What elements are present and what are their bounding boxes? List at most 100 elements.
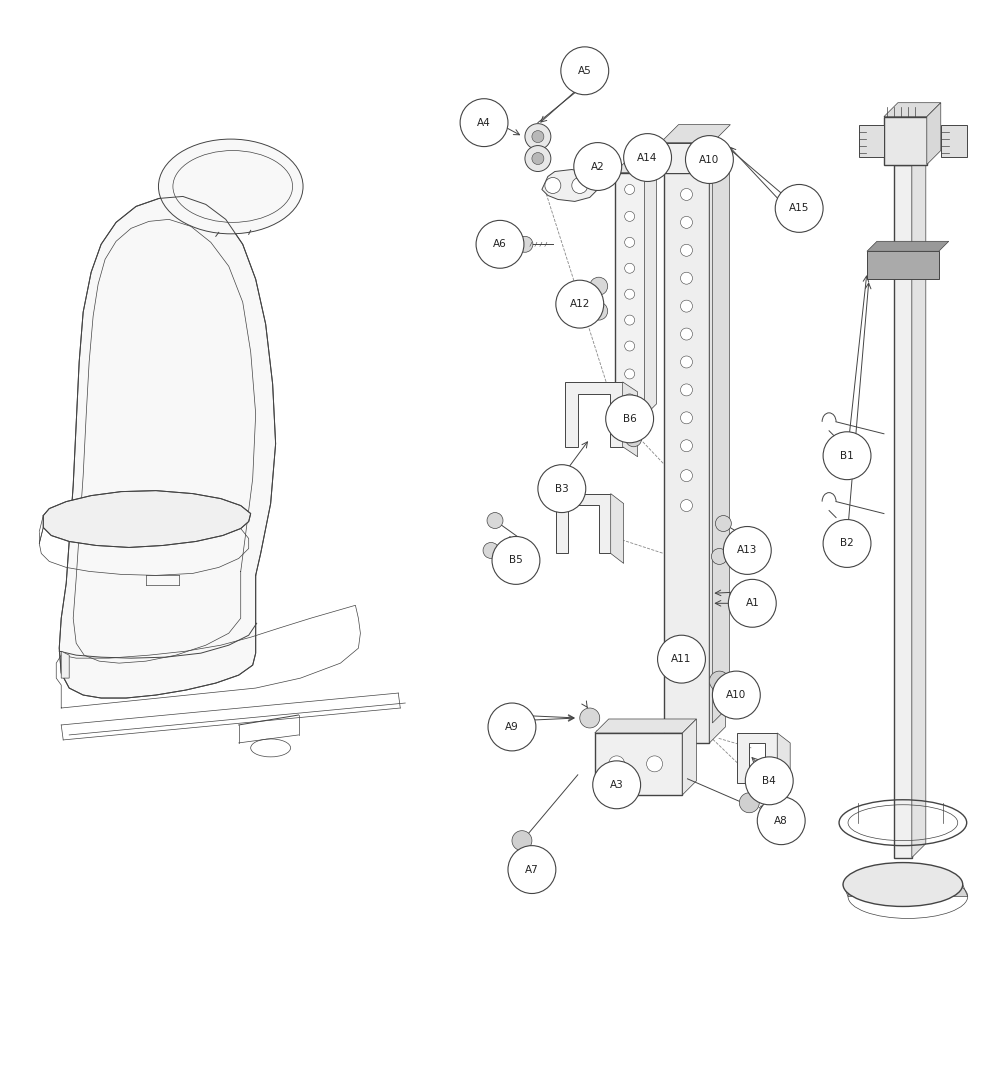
Polygon shape [712,156,729,723]
Circle shape [709,671,729,691]
Polygon shape [61,651,69,679]
Circle shape [590,302,608,320]
Circle shape [626,431,642,447]
Circle shape [492,537,540,585]
Polygon shape [927,102,941,164]
Circle shape [680,356,692,368]
Text: A15: A15 [789,204,809,213]
Polygon shape [595,733,682,795]
Text: A12: A12 [570,299,590,309]
Text: A8: A8 [774,815,788,826]
Circle shape [556,281,604,328]
Circle shape [739,793,759,813]
Text: A3: A3 [610,780,624,790]
Polygon shape [682,719,696,795]
Circle shape [775,185,823,233]
Ellipse shape [843,862,963,907]
Polygon shape [859,125,884,157]
Circle shape [823,432,871,480]
Circle shape [517,236,533,252]
Polygon shape [664,173,709,743]
Circle shape [574,143,622,190]
Circle shape [606,395,654,443]
Polygon shape [843,885,968,896]
Text: A6: A6 [493,239,507,250]
Polygon shape [645,160,657,416]
Polygon shape [664,157,725,173]
Text: B4: B4 [762,776,776,785]
Polygon shape [867,252,939,280]
Circle shape [590,277,608,296]
Circle shape [525,124,551,149]
Circle shape [723,526,771,574]
Polygon shape [661,156,729,173]
Circle shape [625,341,635,351]
Circle shape [487,512,503,528]
Circle shape [757,797,805,845]
Circle shape [680,412,692,424]
Circle shape [580,708,600,728]
Circle shape [625,315,635,325]
Polygon shape [615,173,645,416]
Circle shape [483,542,499,558]
Circle shape [625,369,635,379]
Polygon shape [595,719,696,733]
Circle shape [823,520,871,568]
Circle shape [609,755,625,771]
Text: A10: A10 [726,690,746,700]
Text: A13: A13 [737,545,757,556]
Circle shape [630,404,646,419]
Polygon shape [884,116,927,164]
Circle shape [625,185,635,194]
Circle shape [745,757,793,805]
Polygon shape [941,125,967,157]
Circle shape [532,153,544,164]
Polygon shape [661,143,712,173]
Circle shape [685,136,733,184]
Polygon shape [615,160,657,173]
Circle shape [647,755,663,771]
Circle shape [680,244,692,256]
Polygon shape [867,241,949,252]
Circle shape [625,289,635,299]
Polygon shape [777,733,790,793]
Polygon shape [565,382,623,447]
Polygon shape [709,157,725,743]
Circle shape [572,177,588,193]
Text: B2: B2 [840,539,854,548]
Text: A14: A14 [637,153,658,162]
Circle shape [680,189,692,201]
Polygon shape [542,170,598,202]
Text: A5: A5 [578,66,592,76]
Ellipse shape [158,139,303,234]
Circle shape [715,515,731,531]
Circle shape [512,831,532,850]
Text: B1: B1 [840,450,854,461]
Circle shape [476,221,524,268]
Text: A4: A4 [477,117,491,128]
Text: A2: A2 [591,161,605,172]
Circle shape [625,264,635,273]
Circle shape [658,635,705,683]
Circle shape [488,703,536,751]
Circle shape [545,177,561,193]
Circle shape [593,761,641,809]
Circle shape [680,272,692,284]
Circle shape [680,328,692,340]
Text: A1: A1 [745,599,759,608]
Circle shape [538,465,586,512]
Circle shape [680,440,692,451]
Text: B3: B3 [555,483,569,494]
Polygon shape [894,164,912,858]
Circle shape [711,548,727,564]
Circle shape [701,148,721,169]
Polygon shape [59,196,276,698]
Polygon shape [43,491,251,547]
Circle shape [625,237,635,248]
Circle shape [712,671,760,719]
Circle shape [625,394,635,404]
Text: B5: B5 [509,556,523,566]
Polygon shape [623,382,638,457]
Circle shape [625,211,635,221]
Circle shape [680,300,692,313]
